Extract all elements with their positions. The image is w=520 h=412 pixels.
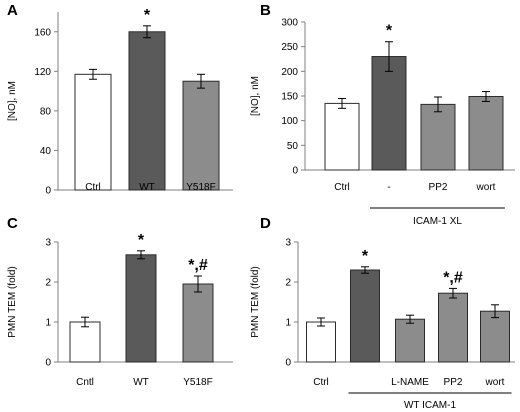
panel-D-category-label: PP2 bbox=[444, 377, 463, 388]
panel-A-label: A bbox=[7, 2, 18, 19]
panel-A-category-label: Ctrl bbox=[85, 182, 101, 193]
panel-D-bar bbox=[395, 318, 425, 363]
panel-B-bar bbox=[324, 102, 360, 171]
panel-A-bar bbox=[74, 73, 112, 191]
panel-D: D 0 1 2 3 PMN TEM (fold) Ctrl * L-NAME PP2 *,# wor… bbox=[250, 215, 515, 411]
panel-D-y-tick-label: 2 bbox=[285, 278, 291, 289]
panel-A-category-label: Y518F bbox=[186, 182, 215, 193]
panel-A-y-tick-label: 160 bbox=[34, 27, 51, 38]
panel-D-bar bbox=[438, 292, 468, 363]
panel-B-significance-mark: * bbox=[386, 23, 393, 40]
panel-A-significance-mark: * bbox=[144, 7, 151, 24]
panel-D-y-tick-label: 0 bbox=[285, 358, 291, 369]
panel-D-category-label: L-NAME bbox=[391, 377, 429, 388]
panel-D-group-label: WT ICAM-1 bbox=[404, 400, 456, 411]
panel-B-group-label: ICAM-1 XL bbox=[413, 216, 462, 227]
panel-A-bar bbox=[182, 80, 220, 191]
panel-A-category-label: WT bbox=[139, 182, 155, 193]
panel-D-category-label: Ctrl bbox=[313, 377, 329, 388]
panel-B-y-tick-label: 50 bbox=[287, 141, 299, 152]
panel-B-bar bbox=[468, 95, 504, 171]
panel-B-bar bbox=[420, 103, 456, 171]
panel-D-bar bbox=[480, 310, 510, 363]
panel-D-y-tick-label: 3 bbox=[285, 238, 291, 249]
panel-C-y-tick-label: 2 bbox=[45, 278, 51, 289]
panel-C-significance-mark: * bbox=[138, 232, 145, 249]
panel-B-y-tick-label: 300 bbox=[281, 18, 298, 29]
panel-C-y-tick-label: 1 bbox=[45, 318, 51, 329]
panel-D-category-label: wort bbox=[485, 377, 505, 388]
panel-C-category-label: Cntl bbox=[76, 377, 94, 388]
panel-C-y-tick-label: 3 bbox=[45, 238, 51, 249]
panel-A: A 0 40 80 120 160 [NO], nM Ctrl WT * Y518F bbox=[7, 2, 233, 197]
panel-A-bar bbox=[128, 31, 166, 191]
panel-C: C 0 1 2 3 PMN TEM (fold) Cntl WT * Y518F *,# bbox=[7, 215, 233, 388]
panel-B-category-label: - bbox=[387, 182, 390, 193]
panel-B-y-tick-label: 250 bbox=[281, 42, 298, 53]
panel-B-category-label: Ctrl bbox=[334, 182, 350, 193]
panel-A-y-tick-label: 0 bbox=[45, 186, 51, 197]
panel-D-significance-mark: *,# bbox=[443, 269, 463, 286]
panel-A-y-tick-label: 80 bbox=[40, 106, 52, 117]
panel-C-bar bbox=[125, 254, 157, 363]
panel-C-category-label: Y518F bbox=[183, 377, 212, 388]
panel-C-category-label: WT bbox=[133, 377, 149, 388]
panel-D-y-tick-label: 1 bbox=[285, 318, 291, 329]
panel-B-category-label: wort bbox=[476, 182, 496, 193]
panel-C-bar bbox=[69, 321, 101, 363]
panel-B-y-tick-label: 200 bbox=[281, 67, 298, 78]
panel-A-y-axis-title: [NO], nM bbox=[7, 81, 18, 121]
panel-C-label: C bbox=[7, 215, 18, 232]
panel-B-y-tick-label: 0 bbox=[292, 166, 298, 177]
panel-C-y-tick-label: 0 bbox=[45, 358, 51, 369]
panel-D-label: D bbox=[260, 215, 271, 232]
panel-C-bar bbox=[182, 283, 214, 363]
panel-C-significance-mark: *,# bbox=[188, 257, 208, 274]
panel-D-significance-mark: * bbox=[362, 248, 369, 265]
panel-A-y-tick-label: 120 bbox=[34, 67, 51, 78]
panel-C-y-axis-title: PMN TEM (fold) bbox=[7, 266, 18, 338]
panel-B-y-tick-label: 150 bbox=[281, 92, 298, 103]
panel-A-y-tick-label: 40 bbox=[40, 146, 52, 157]
panel-D-bar bbox=[350, 269, 380, 363]
panel-B-label: B bbox=[260, 2, 271, 19]
panel-B-y-axis-title: [NO], nM bbox=[250, 76, 261, 116]
panel-B-bar bbox=[371, 56, 407, 171]
panel-B: B 0 50 100 150 200 250 300 [NO], nM Ctrl - * PP2 wor… bbox=[250, 2, 515, 227]
panel-D-y-axis-title: PMN TEM (fold) bbox=[250, 266, 261, 338]
panel-D-bar bbox=[306, 321, 336, 363]
panel-B-y-tick-label: 100 bbox=[281, 116, 298, 127]
panel-B-category-label: PP2 bbox=[429, 182, 448, 193]
